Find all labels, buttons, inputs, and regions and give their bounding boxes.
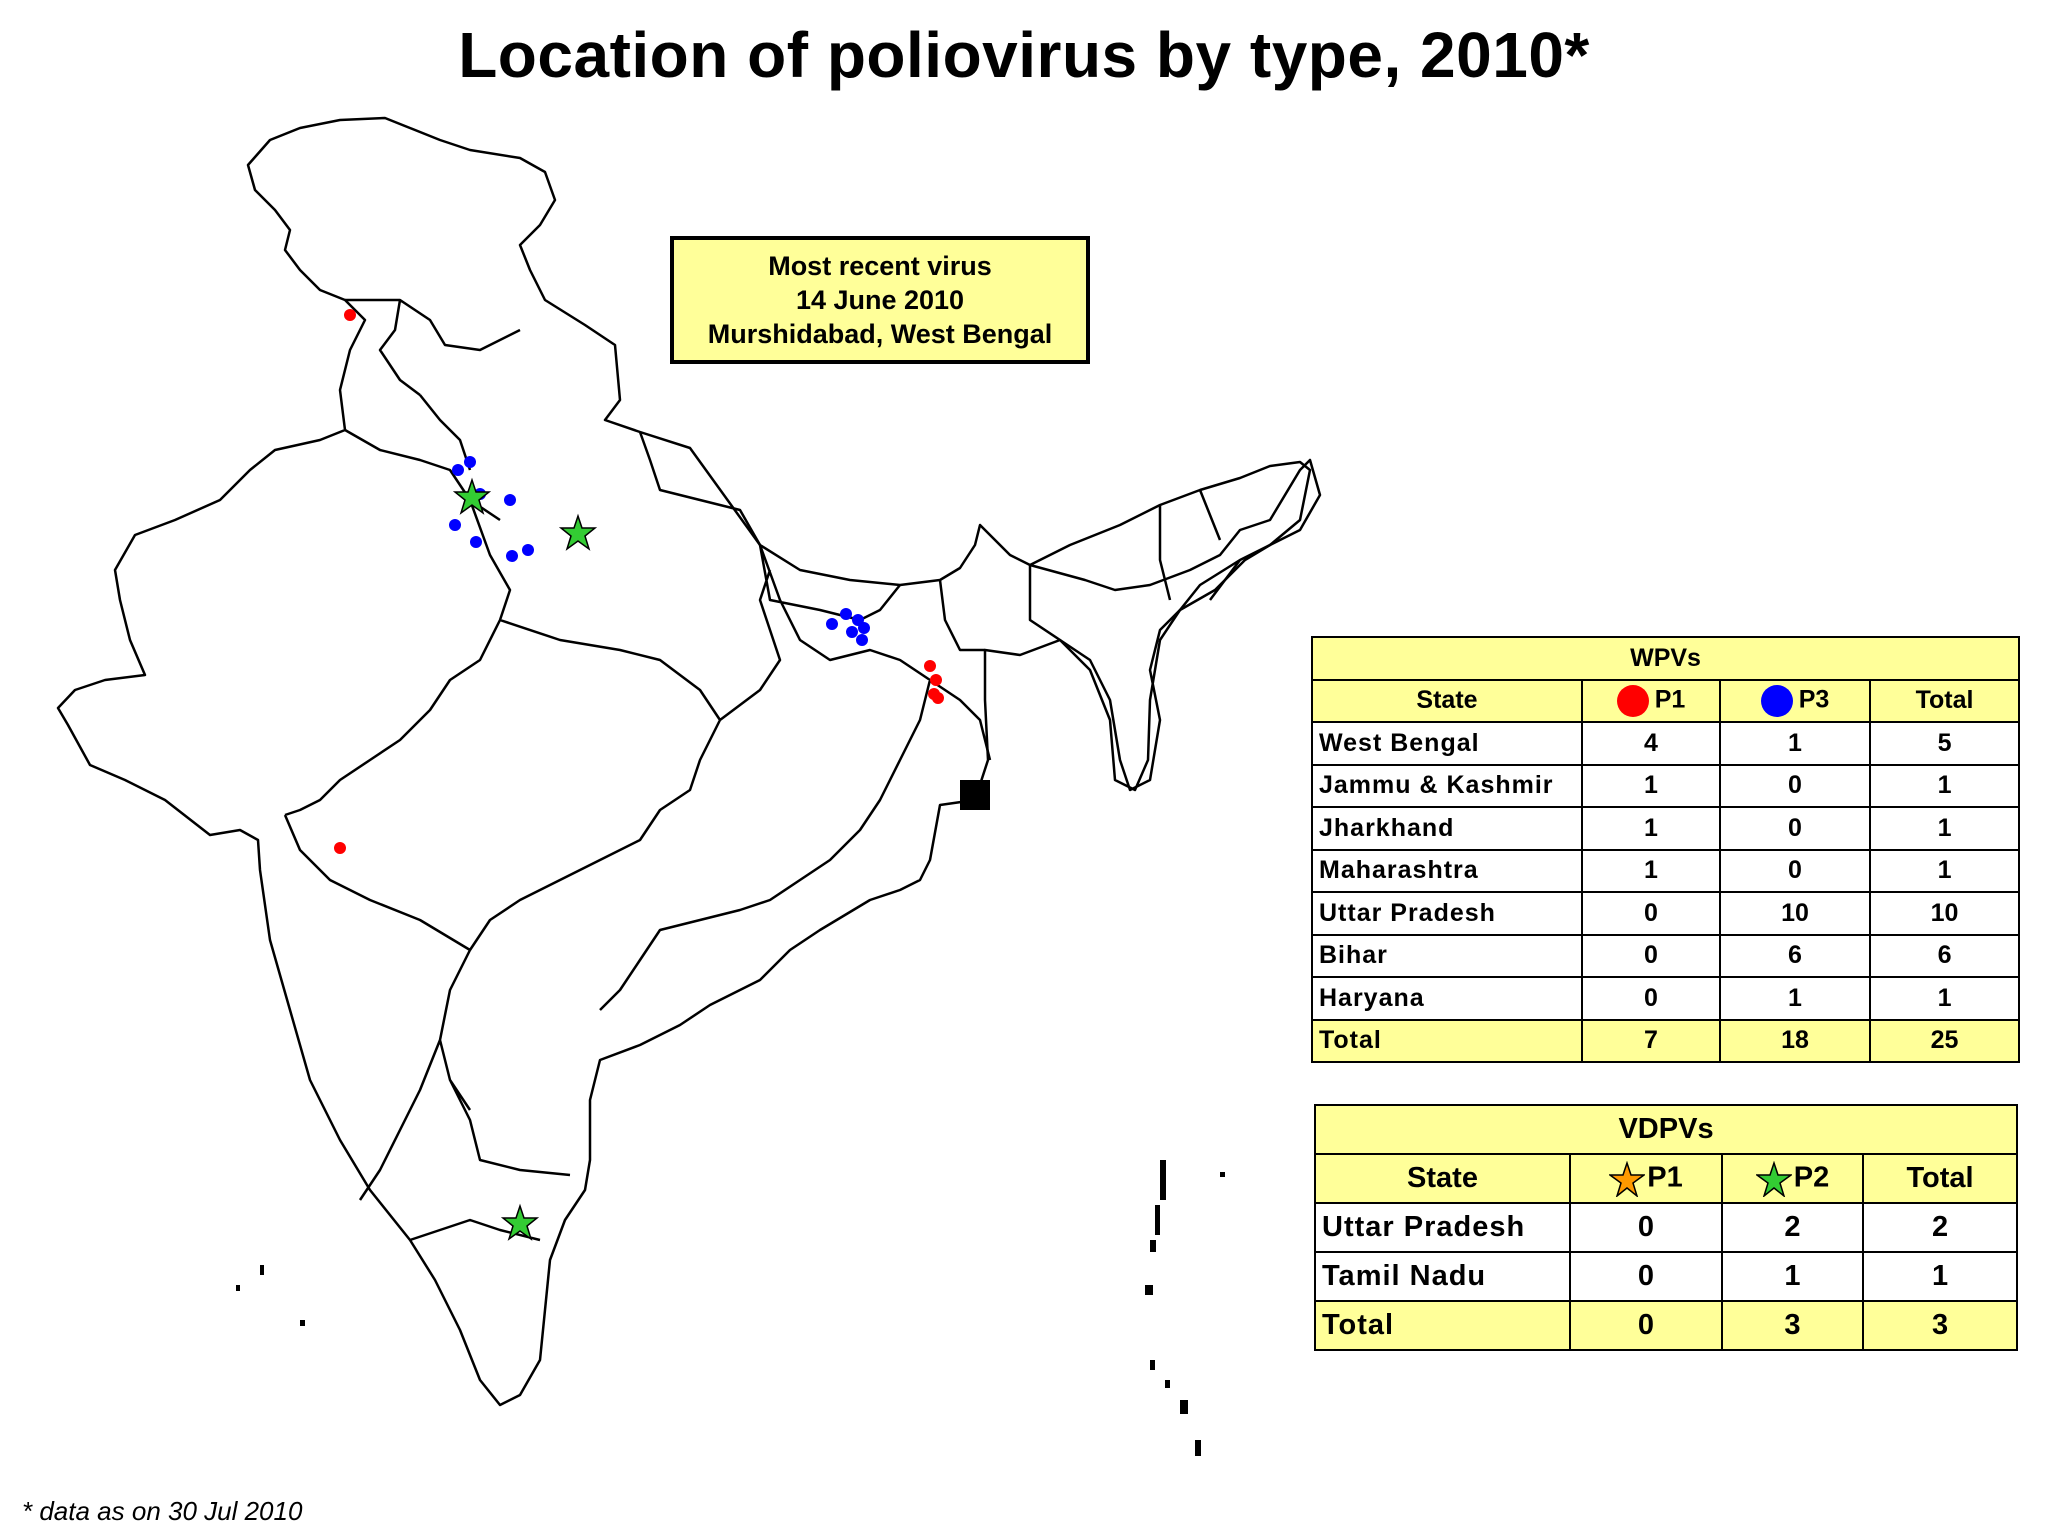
vdpv-total-row: Total 0 3 3 (1314, 1300, 2019, 1351)
green-star-icon (1755, 1160, 1792, 1197)
vdpv-p2-markers (452, 477, 598, 1241)
p3-case-marker (858, 622, 870, 634)
table-row: Maharashtra 1 0 1 (1311, 848, 2021, 893)
wpv-p1-markers (334, 309, 944, 854)
p3-case-marker (449, 519, 461, 531)
p2-case-star (558, 513, 598, 551)
p3-case-marker (826, 618, 838, 630)
wpv-total-row: Total 7 18 25 (1311, 1018, 2021, 1063)
p1-case-marker (334, 842, 346, 854)
table-row: Jharkhand 1 0 1 (1311, 806, 2021, 851)
footnote: * data as on 30 Jul 2010 (22, 1496, 303, 1526)
vdpv-col-state: State (1314, 1153, 1571, 1204)
wpv-p3-markers (449, 456, 870, 646)
wpv-col-state: State (1311, 678, 1583, 723)
p3-case-marker (522, 544, 534, 556)
table-row: Tamil Nadu 0 1 1 (1314, 1251, 2019, 1302)
recent-virus-heading: Most recent virus (768, 251, 992, 281)
table-row: Jammu & Kashmir 1 0 1 (1311, 763, 2021, 808)
p2-case-star (452, 477, 492, 515)
p2-case-star (500, 1203, 540, 1241)
table-row: Uttar Pradesh 0 2 2 (1314, 1202, 2019, 1253)
wpv-table-title: WPVs (1310, 636, 2021, 681)
table-row: Uttar Pradesh 0 10 10 (1311, 891, 2021, 936)
p3-case-marker (506, 550, 518, 562)
vdpv-table-title: VDPVs (1313, 1104, 2019, 1155)
vdpv-col-p2: P2 (1721, 1153, 1864, 1204)
p3-case-marker (452, 464, 464, 476)
blue-dot-icon (1760, 684, 1793, 717)
p1-case-marker (924, 660, 936, 672)
p1-case-marker (344, 309, 356, 321)
wpv-table: WPVs State P1 P3 Total West Bengal 4 1 5… (1310, 636, 2021, 1063)
most-recent-virus-box: Most recent virus 14 June 2010 Murshidab… (670, 236, 1090, 364)
red-dot-icon (1616, 684, 1649, 717)
p3-case-marker (846, 626, 858, 638)
p3-case-marker (856, 634, 868, 646)
recent-virus-date: 14 June 2010 (795, 285, 965, 315)
table-row: Bihar 0 6 6 (1311, 933, 2021, 978)
wpv-col-total: Total (1868, 678, 2021, 723)
p1-case-marker (932, 692, 944, 704)
orange-star-icon (1609, 1160, 1646, 1197)
p3-case-marker (470, 536, 482, 548)
p3-case-marker (504, 494, 516, 506)
p3-case-marker (840, 608, 852, 620)
india-outline (56, 116, 1322, 1407)
wpv-col-p3: P3 (1719, 678, 1871, 723)
wpv-col-p1: P1 (1581, 678, 1721, 723)
p3-case-marker (464, 456, 476, 468)
page-title: Location of poliovirus by type, 2010* (458, 19, 1590, 91)
recent-virus-location: Murshidabad, West Bengal (707, 319, 1053, 349)
table-row: Haryana 0 1 1 (1311, 976, 2021, 1021)
northeast-outline (1028, 460, 1312, 792)
table-row: West Bengal 4 1 5 (1311, 721, 2021, 766)
vdpv-table: VDPVs State P1 P2 Total Uttar Pradesh 0 … (1313, 1104, 2019, 1351)
vdpv-col-total: Total (1861, 1153, 2019, 1204)
vdpv-col-p1: P1 (1569, 1153, 1723, 1204)
p1-case-marker (930, 674, 942, 686)
state-borders (283, 298, 1241, 1242)
